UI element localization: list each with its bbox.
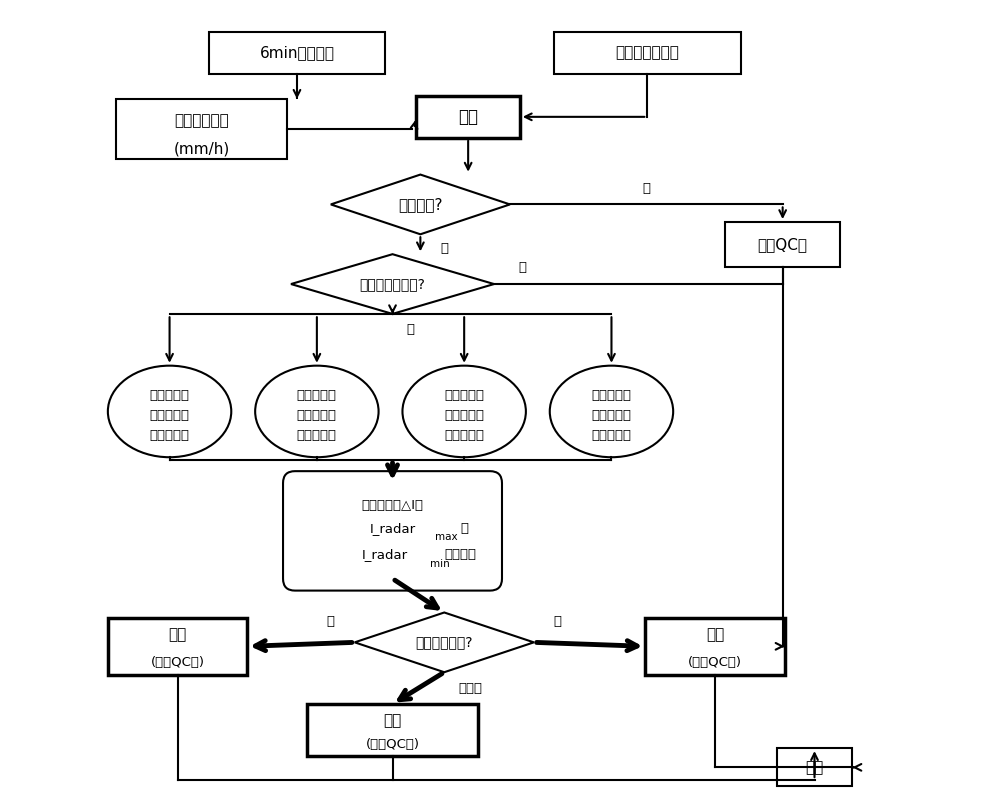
Polygon shape: [331, 174, 510, 234]
Text: 正确: 正确: [168, 627, 187, 642]
Text: 标识QC码: 标识QC码: [758, 237, 808, 252]
Text: 水，且上方: 水，且上方: [150, 409, 190, 422]
Text: 雷达覆盖?: 雷达覆盖?: [398, 197, 443, 212]
Text: max: max: [435, 532, 458, 543]
Text: (标识QC码): (标识QC码): [151, 656, 205, 669]
Text: 否: 否: [642, 182, 650, 195]
Text: I_radar: I_radar: [361, 548, 408, 561]
Text: 是: 是: [518, 261, 526, 275]
Text: 雷达无降水: 雷达无降水: [444, 429, 484, 442]
Text: 水，但上方: 水，但上方: [297, 409, 337, 422]
Text: 不确定: 不确定: [459, 682, 483, 694]
Bar: [209, 33, 385, 74]
Ellipse shape: [108, 366, 231, 457]
Text: 6min雷达数据: 6min雷达数据: [259, 46, 334, 61]
Text: 水，但上方: 水，但上方: [444, 409, 484, 422]
Text: (标识QC码): (标识QC码): [366, 737, 420, 751]
Text: 是: 是: [440, 242, 448, 255]
Text: 是: 是: [327, 615, 335, 628]
Ellipse shape: [550, 366, 673, 457]
Text: I_radar: I_radar: [369, 522, 416, 535]
Ellipse shape: [402, 366, 526, 457]
Bar: [307, 704, 478, 756]
Text: 地面站无降: 地面站无降: [150, 389, 190, 402]
Text: 雷达有降水: 雷达有降水: [297, 429, 337, 442]
Text: 否: 否: [407, 324, 415, 336]
Text: 输出: 输出: [805, 760, 824, 775]
Bar: [777, 748, 852, 786]
FancyBboxPatch shape: [283, 471, 502, 590]
Text: 是否符合判据?: 是否符合判据?: [416, 635, 473, 650]
Text: (标识QC码): (标识QC码): [688, 656, 742, 669]
Polygon shape: [291, 254, 494, 314]
Bar: [416, 96, 520, 138]
Bar: [554, 33, 741, 74]
Text: 雷达无降水: 雷达无降水: [150, 429, 190, 442]
Text: (mm/h): (mm/h): [173, 141, 230, 156]
Text: 分级别根据△I、: 分级别根据△I、: [362, 499, 424, 512]
Text: 雷达估测降水: 雷达估测降水: [174, 113, 229, 129]
Text: 地面站有降: 地面站有降: [444, 389, 484, 402]
Ellipse shape: [255, 366, 379, 457]
Text: 水，且上方: 水，且上方: [591, 409, 631, 422]
Text: min: min: [430, 559, 450, 570]
Text: 错误: 错误: [706, 627, 724, 642]
Bar: [108, 618, 247, 675]
Bar: [725, 222, 840, 267]
Text: 地面站降水数据: 地面站降水数据: [615, 46, 679, 61]
Bar: [645, 618, 785, 675]
Text: 地面站是否缺测?: 地面站是否缺测?: [360, 277, 425, 291]
Text: 地面站无降: 地面站无降: [297, 389, 337, 402]
Polygon shape: [355, 613, 534, 672]
Text: 地面站有降: 地面站有降: [591, 389, 631, 402]
Text: 可疑: 可疑: [383, 713, 402, 728]
Text: 否: 否: [554, 615, 562, 628]
Text: 、: 、: [460, 522, 468, 535]
Text: 雷达有降水: 雷达有降水: [591, 429, 631, 442]
Text: 输入: 输入: [458, 108, 478, 125]
Bar: [116, 99, 287, 159]
Text: 参数判断: 参数判断: [444, 548, 476, 561]
